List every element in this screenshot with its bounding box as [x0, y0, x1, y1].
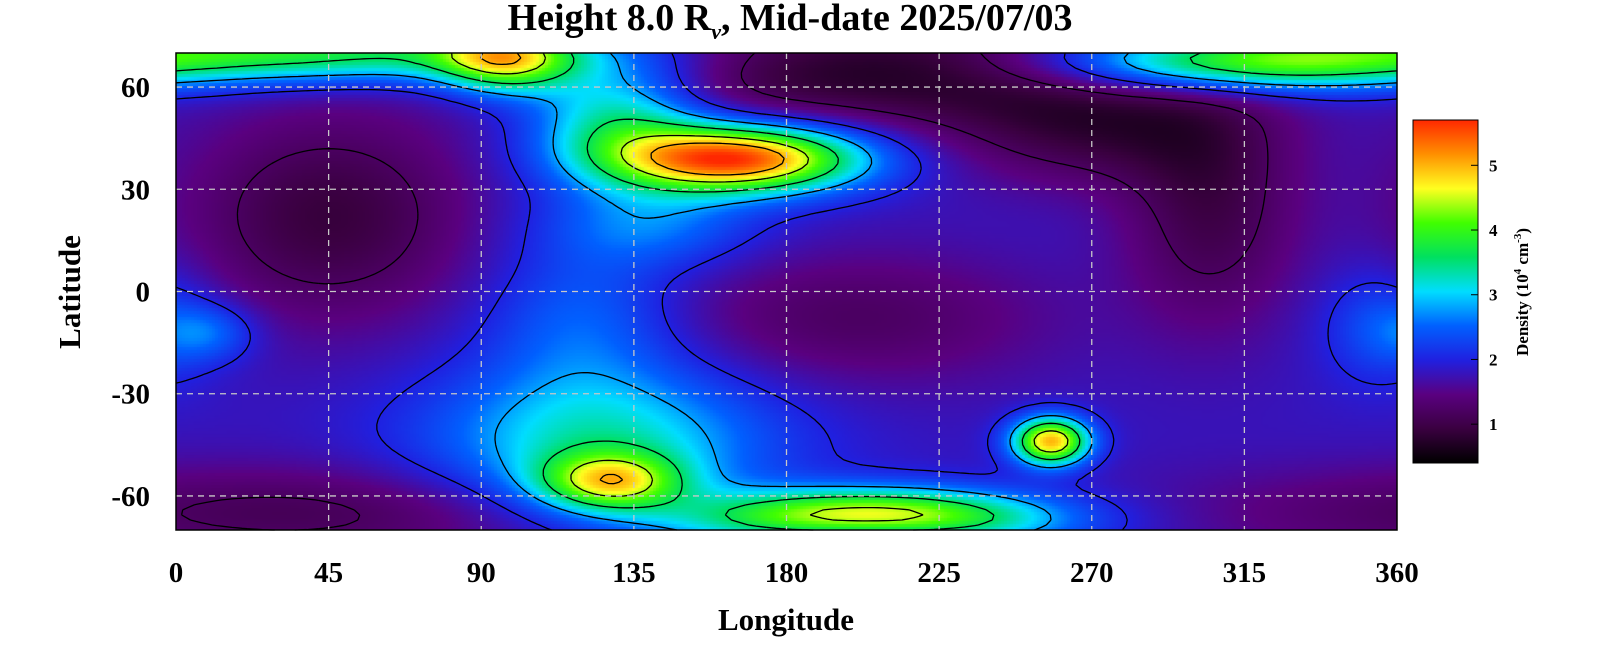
x-tick-label: 135: [612, 557, 656, 589]
colorbar-tick-label: 4: [1489, 221, 1498, 240]
colorbar-label: Density (104 cm-3): [1512, 228, 1532, 356]
contour-level-3: [175, 52, 1398, 531]
colorbar-label-suffix: ): [1513, 228, 1532, 234]
y-axis-label: Latitude: [52, 235, 87, 349]
chart-title: Height 8.0 Rv, Mid-date 2025/07/03: [508, 0, 1073, 44]
x-tick-label: 90: [467, 557, 496, 589]
x-tick-label: 180: [765, 557, 809, 589]
colorbar-tick-label: 3: [1489, 286, 1498, 305]
grid-lines: [176, 53, 1397, 530]
x-axis-label: Longitude: [718, 602, 854, 637]
x-tick-label: 360: [1375, 557, 1419, 589]
x-tick-label: 315: [1223, 557, 1267, 589]
x-tick-label: 225: [917, 557, 961, 589]
colorbar-tick-label: 5: [1489, 156, 1498, 175]
colorbar-label-unit: cm: [1513, 243, 1532, 269]
plot-area: [175, 52, 1398, 531]
x-axis-ticks: 0 45 90 135 180 225 270 315 360: [169, 557, 1419, 589]
colorbar-label-exp: 4: [1512, 268, 1524, 274]
x-tick-label: 45: [314, 557, 343, 589]
colorbar-label-unit-exp: -3: [1512, 233, 1524, 243]
colorbar-tick-label: 1: [1489, 415, 1498, 434]
title-suffix: , Mid-date 2025/07/03: [721, 0, 1072, 39]
contour-level-1: [175, 52, 1398, 531]
x-tick-label: 0: [169, 557, 184, 589]
title-prefix: Height 8.0 R: [508, 0, 712, 39]
y-tick-label: -30: [111, 379, 150, 411]
contour-level-2: [175, 52, 1398, 531]
y-axis-ticks: 60 30 0 -30 -60: [111, 72, 150, 513]
title-subscript: v: [711, 19, 721, 44]
y-tick-label: -60: [111, 481, 150, 513]
colorbar-ticks: 1 2 3 4 5: [1471, 156, 1498, 434]
y-tick-label: 0: [136, 277, 151, 309]
colorbar-label-prefix: Density (10: [1513, 274, 1532, 356]
y-tick-label: 30: [121, 174, 150, 206]
colorbar-tick-label: 2: [1489, 350, 1498, 369]
x-tick-label: 270: [1070, 557, 1114, 589]
y-tick-label: 60: [121, 72, 150, 104]
plot-frame: [175, 52, 1398, 531]
colorbar-gradient: [1412, 119, 1479, 464]
contour-level-0: [180, 52, 1269, 531]
